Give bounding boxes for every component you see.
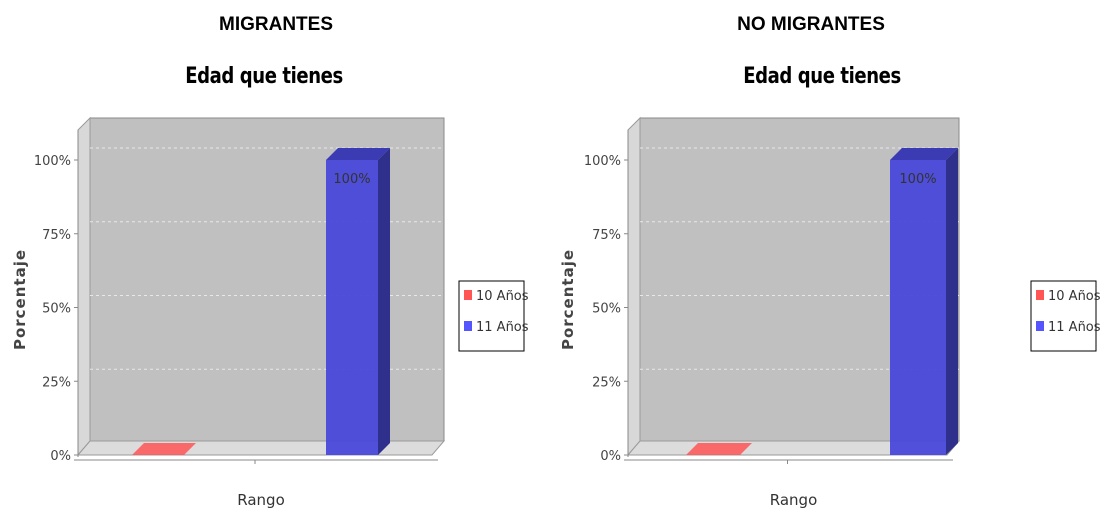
group-title: NO MIGRANTES [737, 14, 885, 35]
y-tick-label: 75% [592, 228, 621, 243]
bar-top-2 [326, 148, 390, 160]
legend: 10 Años 11 Años [458, 280, 529, 352]
legend-swatch [464, 321, 472, 331]
plot-left-wall [77, 116, 91, 457]
y-axis-label: Porcentaje [11, 249, 29, 350]
x-axis-label: Rango [770, 491, 818, 509]
y-tick-label: 50% [592, 302, 621, 317]
bar-2 [890, 160, 946, 455]
data-label: 100% [333, 172, 370, 187]
bar-top-2 [890, 148, 958, 160]
bar-2 [326, 160, 378, 455]
y-tick-label: 0% [50, 449, 71, 464]
legend: 10 Años 11 Años [1030, 280, 1101, 352]
bar-1 [132, 443, 196, 455]
plot-area: 0% 25% 50% 75% 100% 100% [34, 116, 446, 464]
y-tick-label: 0% [600, 449, 621, 464]
plot-area: 0% 25% 50% 75% 100% 100% [584, 116, 961, 464]
bar-side-2 [946, 148, 958, 455]
chart-panel-migrantes: MIGRANTES Edad que tienes 0% 25% 50% 75% 100… [0, 0, 554, 519]
y-axis-label: Porcentaje [559, 249, 577, 350]
data-label: 100% [899, 172, 936, 187]
y-tick-label: 100% [34, 154, 71, 169]
x-axis-label: Rango [237, 491, 285, 509]
y-tick-label: 25% [42, 375, 71, 390]
chart-panel-no-migrantes: NO MIGRANTES Edad que tienes 0% 25% 50% 75%… [554, 0, 1108, 519]
plot-left-wall [627, 116, 641, 457]
group-title: MIGRANTES [219, 14, 333, 35]
chart-svg: 0% 25% 50% 75% 100% 100% Porcentaje Rango 10 Año… [11, 116, 529, 509]
y-tick-label: 75% [42, 228, 71, 243]
chart-svg: 0% 25% 50% 75% 100% 100% Porcentaje Rango 10 Año… [559, 116, 1101, 509]
legend-entry: 10 Años [476, 289, 529, 304]
bar-side-2 [378, 148, 390, 455]
legend-swatch [1036, 321, 1044, 331]
y-tick-label: 100% [584, 154, 621, 169]
legend-entry: 10 Años [1048, 289, 1101, 304]
chart-title: Edad que tienes [743, 64, 901, 89]
y-tick-label: 50% [42, 302, 71, 317]
legend-entry: 11 Años [476, 320, 529, 335]
legend-entry: 11 Años [1048, 320, 1101, 335]
chart-title: Edad que tienes [185, 64, 343, 89]
y-tick-label: 25% [592, 375, 621, 390]
plot-background [89, 117, 445, 442]
legend-swatch [464, 290, 472, 300]
bar-1 [686, 443, 752, 455]
legend-swatch [1036, 290, 1044, 300]
